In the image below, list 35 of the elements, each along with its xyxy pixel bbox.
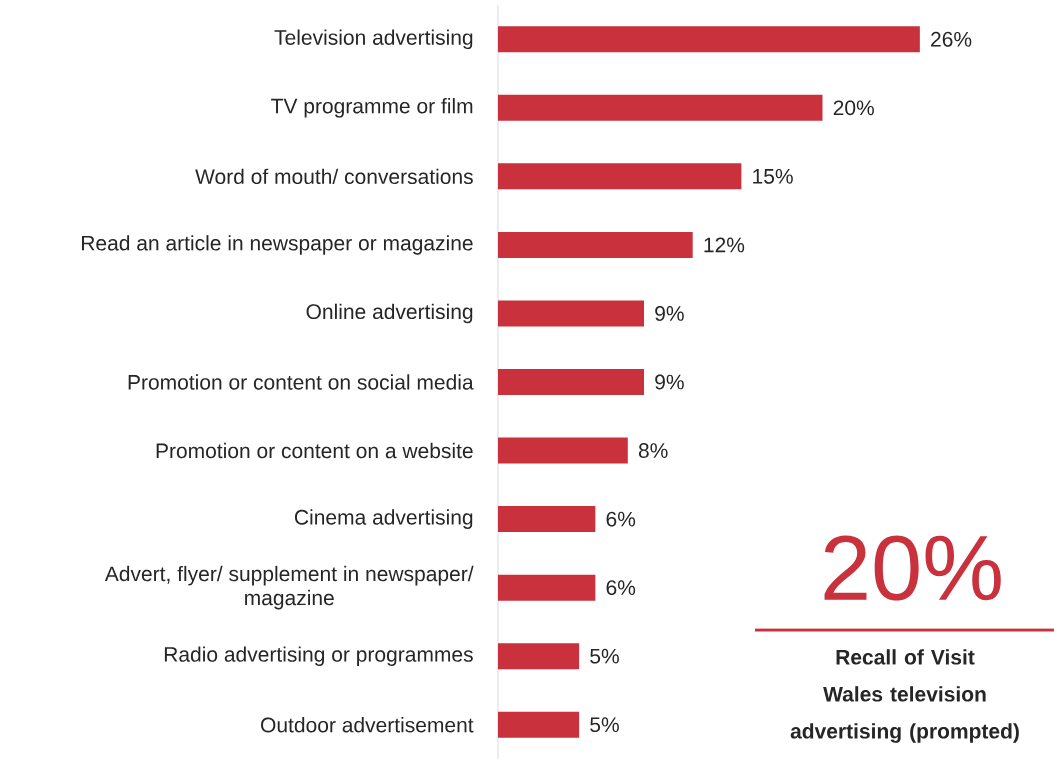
bar (497, 574, 596, 601)
y-tick-label: Word of mouth/ conversations (195, 168, 473, 185)
y-tick-label: Cinema advertising (294, 509, 473, 529)
bar (497, 163, 742, 190)
y-tick-label: Promotion or content on a website (156, 442, 473, 459)
y-tick-label: Read an article in newspaper or magazine (81, 235, 473, 255)
annotation: 20% (824, 535, 1001, 601)
y-tick-label: TV programme or film (271, 98, 473, 118)
data-label: 6% (606, 511, 636, 527)
data-label: 5% (590, 717, 619, 733)
annotation: Recall of Visit Wales television advertising (prompted) (790, 649, 1019, 743)
data-label: 5% (590, 648, 619, 664)
data-label: 20% (833, 100, 874, 116)
bar (497, 643, 580, 670)
y-tick-label: Promotion or content on social media (128, 374, 474, 390)
bar (497, 94, 823, 121)
y-tick-label: Online advertising (306, 303, 473, 324)
y-tick-label: Television advertising (274, 29, 473, 50)
bar (497, 369, 645, 396)
bar (497, 300, 645, 327)
bar (497, 437, 628, 464)
bar (497, 26, 920, 53)
data-label: 15% (753, 168, 793, 184)
data-label: 6% (606, 580, 636, 596)
data-label: 26% (931, 31, 972, 47)
data-label: 8% (638, 443, 668, 458)
bar (497, 231, 693, 258)
y-tick-label: Radio advertising or programmes (164, 646, 473, 666)
data-label: 12% (704, 237, 745, 253)
data-label: 9% (655, 306, 684, 321)
y-tick-label: Advert, flyer/ supplement in newspaper/ magazine (104, 565, 474, 610)
bar (497, 711, 580, 738)
y-tick-label: Outdoor advertisement (261, 717, 474, 733)
data-label: 9% (655, 374, 684, 390)
bar (497, 506, 596, 533)
